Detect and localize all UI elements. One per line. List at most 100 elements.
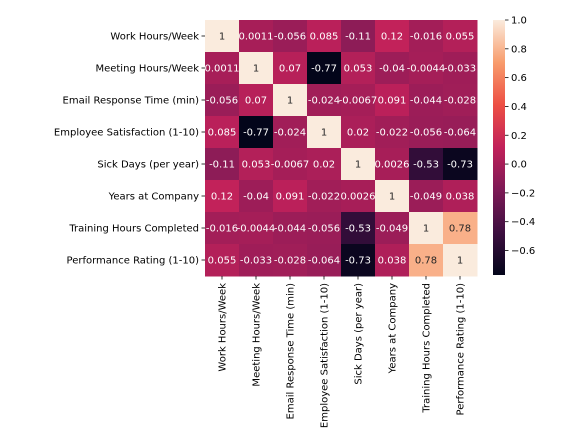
- y-tick-label: Meeting Hours/Week: [95, 64, 199, 75]
- cell-value-label: -0.028: [274, 256, 306, 267]
- heatmap-cell: [409, 52, 444, 85]
- cell-value-label: 0.07: [245, 96, 267, 107]
- cell-value-label: 0.038: [446, 192, 475, 203]
- heatmap-cell: [307, 180, 342, 213]
- cell-value-label: -0.0067: [339, 96, 378, 107]
- heatmap-cell: [443, 84, 478, 117]
- cell-value-label: -0.016: [410, 32, 442, 43]
- cell-value-label: 0.02: [347, 128, 369, 139]
- cell-value-label: 0.055: [208, 256, 237, 267]
- heatmap-cell: [239, 20, 274, 53]
- cell-value-label: -0.056: [410, 128, 442, 139]
- cell-value-label: 1: [321, 128, 327, 139]
- x-tick-label: Performance Rating (1-10): [456, 283, 467, 416]
- colorbar-tick-label: 1.0: [511, 16, 527, 27]
- cell-value-label: -0.056: [308, 224, 340, 235]
- heatmap-cell: [443, 116, 478, 149]
- heatmap-cell: [443, 180, 478, 213]
- y-tick-label: Email Response Time (min): [63, 96, 200, 107]
- x-tick-label: Years at Company: [388, 283, 399, 374]
- x-tick-label: Meeting Hours/Week: [252, 283, 263, 387]
- colorbar-tick-label: 0.4: [511, 102, 527, 113]
- cell-value-label: -0.11: [209, 160, 235, 171]
- heatmap-cell: [307, 52, 342, 85]
- y-tick-label: Training Hours Completed: [68, 224, 199, 235]
- cell-value-label: -0.022: [308, 192, 340, 203]
- heatmap-cell: [205, 212, 240, 245]
- heatmap-cell: [375, 116, 410, 149]
- cell-value-label: -0.53: [345, 224, 371, 235]
- heatmap-cell: [205, 244, 240, 277]
- heatmap-cell: [375, 244, 410, 277]
- heatmap-cell: [273, 84, 308, 117]
- y-axis: Work Hours/Week Meeting Hours/Week Email R…: [54, 32, 205, 267]
- x-tick-label: Training Hours Completed: [422, 283, 433, 414]
- heatmap-cell: [239, 244, 274, 277]
- heatmap-cell: [375, 20, 410, 53]
- x-tick-label: Work Hours/Week: [218, 283, 229, 372]
- cell-value-label: -0.73: [345, 256, 371, 267]
- cell-value-label: 1: [389, 192, 395, 203]
- cell-value-label: 0.0026: [341, 192, 376, 203]
- cell-value-label: 0.038: [378, 256, 407, 267]
- cell-value-label: -0.77: [311, 64, 337, 75]
- cell-value-label: -0.028: [444, 96, 476, 107]
- heatmap-cell: [341, 116, 376, 149]
- heatmap-cell: [205, 180, 240, 213]
- heatmap-cell: [443, 148, 478, 181]
- cell-value-label: -0.73: [447, 160, 473, 171]
- heatmap-cell: [341, 180, 376, 213]
- cell-value-label: 0.0011: [205, 64, 240, 75]
- heatmap-cell: [273, 180, 308, 213]
- cell-value-label: 0.085: [310, 32, 339, 43]
- heatmap-cell: [375, 180, 410, 213]
- heatmap-cell: [409, 84, 444, 117]
- heatmap-cell: [341, 148, 376, 181]
- cell-value-label: 0.02: [313, 160, 335, 171]
- heatmap-cell: [409, 116, 444, 149]
- heatmap-cell: [239, 180, 274, 213]
- cell-value-label: 0.055: [446, 32, 475, 43]
- heatmap-cell: [443, 20, 478, 53]
- cell-value-label: -0.049: [376, 224, 408, 235]
- heatmap-cell: [375, 84, 410, 117]
- cell-value-label: -0.11: [345, 32, 371, 43]
- colorbar-tick-label: −0.4: [511, 217, 535, 228]
- heatmap-cell: [273, 116, 308, 149]
- cell-value-label: 0.091: [276, 192, 305, 203]
- cell-value-label: 0.0026: [375, 160, 410, 171]
- colorbar-tick-label: 0.2: [511, 131, 527, 142]
- heatmap-cell: [307, 20, 342, 53]
- heatmap-cell: [341, 212, 376, 245]
- heatmap-cell: [205, 116, 240, 149]
- heatmap-cell: [205, 148, 240, 181]
- heatmap-cell: [307, 212, 342, 245]
- heatmap-cell: [239, 212, 274, 245]
- heatmap-cell: [273, 52, 308, 85]
- colorbar: 1.0 0.8 0.6 0.4 0.2 0.0 −0.2 −0.4 −0.6: [493, 16, 535, 275]
- cell-value-label: -0.0044: [407, 64, 446, 75]
- heatmap-cell: [205, 84, 240, 117]
- heatmap-cell: [443, 244, 478, 277]
- cell-value-label: 1: [457, 256, 463, 267]
- cell-value-label: 1: [423, 224, 429, 235]
- cell-value-label: -0.016: [206, 224, 238, 235]
- cell-value-label: 0.12: [381, 32, 403, 43]
- y-tick-label: Years at Company: [108, 192, 199, 203]
- cell-value-label: -0.77: [243, 128, 269, 139]
- cell-value-label: -0.033: [444, 64, 476, 75]
- cell-value-label: -0.033: [240, 256, 272, 267]
- heatmap-cell: [273, 20, 308, 53]
- heatmap-cell: [307, 84, 342, 117]
- cell-value-label: 0.78: [415, 256, 437, 267]
- heatmap-cell: [443, 52, 478, 85]
- y-tick-label: Employee Satisfaction (1-10): [54, 128, 199, 139]
- x-tick-label: Employee Satisfaction (1-10): [320, 283, 331, 428]
- cell-value-label: -0.04: [379, 64, 405, 75]
- cell-value-label: -0.044: [410, 96, 442, 107]
- colorbar-tick-label: −0.2: [511, 188, 535, 199]
- heatmap-cell: [239, 116, 274, 149]
- heatmap-annotations: 1 0.0011 -0.056 0.085 -0.11 0.12 -0.016 0.055 0.…: [205, 32, 477, 267]
- heatmap-cell: [307, 244, 342, 277]
- cell-value-label: 1: [355, 160, 361, 171]
